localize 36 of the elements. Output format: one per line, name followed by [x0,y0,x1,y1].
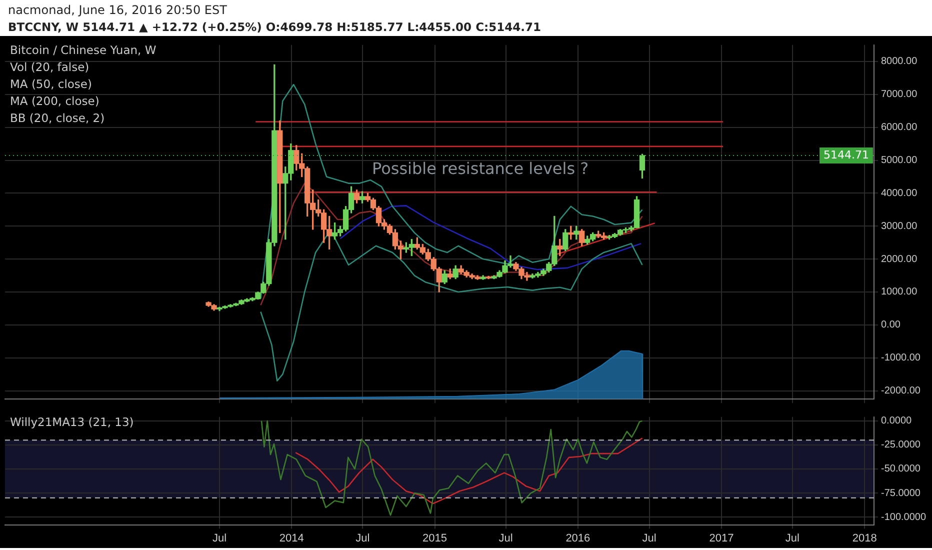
y-tick-label: -50.0000 [881,464,921,475]
x-tick-label: Jul [212,532,227,544]
y-tick-label: 0.0000 [881,416,912,427]
x-tick-label: Jul [785,532,800,544]
y-tick-label: 8000.00 [881,56,918,68]
chart-title: Bitcoin / Chinese Yuan, W [10,42,156,59]
y-tick-label: 7000.00 [881,89,918,100]
x-tick-label: 2014 [279,532,304,544]
annotation: MA (200, close) [10,93,100,110]
y-tick-label: -2000.00 [881,386,921,397]
y-tick-label: 3000.00 [881,220,918,232]
x-tick-label: Jul [356,532,370,544]
y-tick-label: 0.00 [881,320,901,331]
x-tick-label: 2018 [852,532,877,544]
y-tick-label: 2000.00 [881,254,918,265]
x-tick-label: Jul [642,532,656,544]
annotation: Possible resistance levels ? [372,159,589,178]
chart-title: Willy21MA13 (21, 13) [10,414,134,431]
y-tick-label: 5000.00 [881,155,918,166]
y-tick-label: -25.0000 [881,440,921,451]
annotation: Vol (20, false) [10,59,90,76]
x-tick-label: 2015 [422,532,448,544]
x-tick-label: 2017 [709,532,734,544]
x-tick-label: 2016 [566,532,590,544]
y-tick-label: -75.0000 [881,488,921,499]
y-tick-label: 6000.00 [881,122,918,134]
ref-line-label: 5144.71 [824,148,870,162]
annotation: BB (20, close, 2) [10,110,106,127]
y-tick-label: -100.0000 [881,512,926,523]
text: BTCCNY, W 5144.71 ▲ +12.72 (+0.25%) O:4699.78 H:5185.77 L:4455.00 C:5144.71 [8,19,541,36]
y-tick-label: 1000.00 [881,286,918,298]
chart-subtitle: nacmonad, June 16, 2016 20:50 EST [8,2,228,19]
y-tick-label: 4000.00 [881,188,918,199]
y-tick-label: -1000.00 [881,352,921,364]
x-tick-label: Jul [498,532,513,544]
annotation: MA (50, close) [10,76,93,93]
